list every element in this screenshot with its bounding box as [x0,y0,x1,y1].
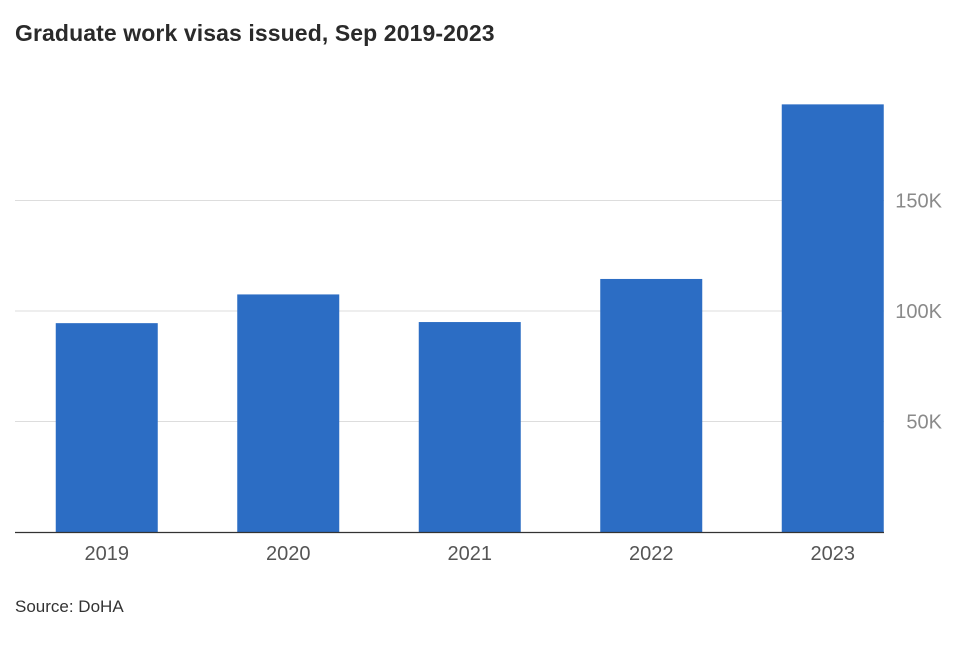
bar-2022 [600,278,703,532]
y-tick-label-100k: 100K [895,301,942,323]
x-tick-label-2023: 2023 [811,543,856,565]
chart-title: Graduate work visas issued, Sep 2019-202… [15,20,495,46]
bar-2021 [418,322,521,532]
x-tick-label-2021: 2021 [448,543,493,565]
x-tick-label-2019: 2019 [85,543,130,565]
bar-2019 [55,323,158,532]
x-tick-label-2020: 2020 [266,543,311,565]
bar-2020 [237,294,340,532]
y-tick-label-50k: 50K [906,412,942,434]
bar-2023 [781,104,884,533]
x-tick-label-2022: 2022 [629,543,674,565]
source-note: Source: DoHA [15,597,124,616]
x-tick-labels: 2019 2020 2021 2022 2023 [85,543,856,565]
bars [55,104,884,533]
y-tick-label-150k: 150K [895,191,942,213]
y-tick-labels: 50K 100K 150K [895,191,942,434]
